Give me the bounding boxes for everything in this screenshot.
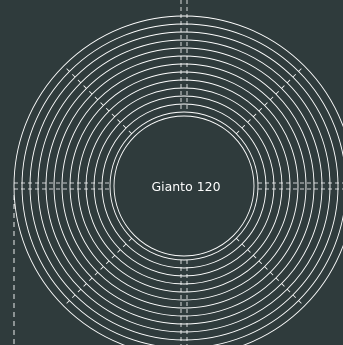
radial-line-135 <box>63 238 132 307</box>
radial-line-315 <box>236 65 305 134</box>
ring-9 <box>53 55 315 317</box>
radial-line-225 <box>63 65 132 134</box>
ring-10 <box>45 47 323 325</box>
ring-12 <box>29 31 339 341</box>
ring-4 <box>93 95 275 277</box>
radial-dashed-lines <box>63 65 305 307</box>
ring-1 <box>113 115 255 257</box>
ring-7 <box>69 71 299 301</box>
center-label: Gianto 120 <box>151 179 220 194</box>
ring-14 <box>13 15 343 345</box>
ring-8 <box>61 63 307 309</box>
ring-2 <box>109 111 259 261</box>
ring-13 <box>21 23 343 345</box>
ring-3 <box>101 103 267 269</box>
ring-5 <box>85 87 283 285</box>
ring-6 <box>77 79 291 293</box>
ring-11 <box>37 39 331 333</box>
concentric-rings <box>13 15 343 345</box>
axis-dashed-lines <box>14 0 343 345</box>
radial-line-45 <box>236 238 305 307</box>
